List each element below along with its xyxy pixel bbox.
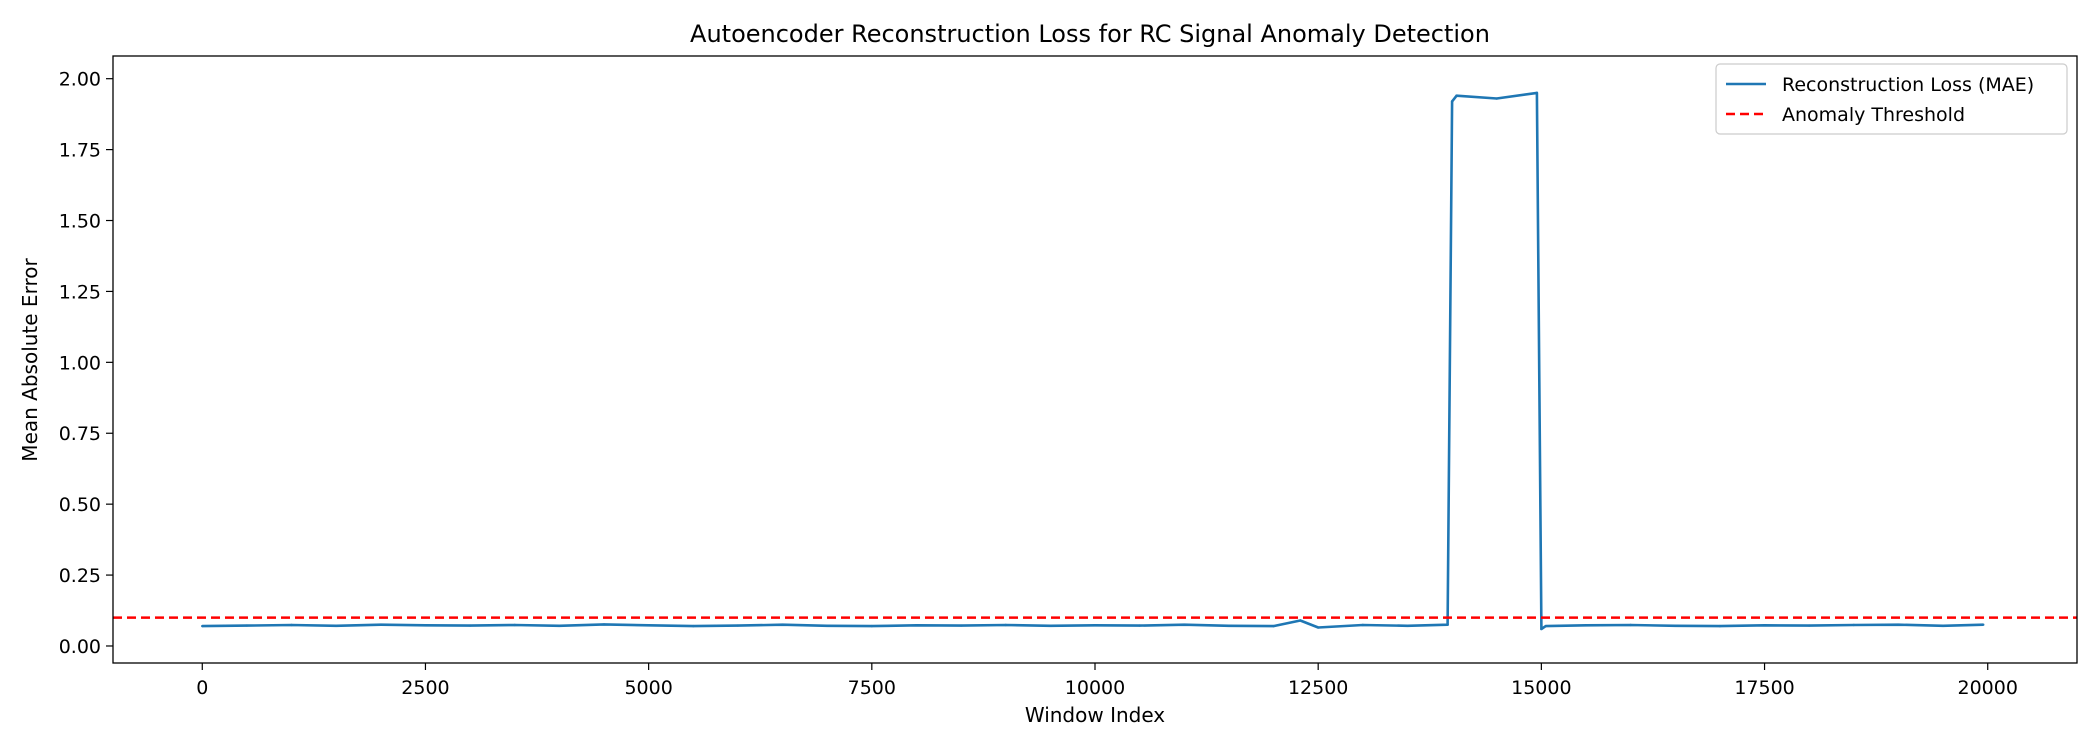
data-point [870,624,874,628]
data-point [1852,623,1856,627]
legend: Reconstruction Loss (MAE) Anomaly Thresho… [1715,63,2068,135]
x-tick-label: 10000 [1065,677,1125,699]
x-tick-label: 12500 [1288,677,1348,699]
x-tick-label: 5000 [624,677,672,699]
x-axis-label: Window Index [1025,703,1165,727]
x-tick-label: 20000 [1958,677,2018,699]
y-tick-label: 2.00 [59,69,101,91]
data-point [1807,624,1811,627]
data-point [1544,624,1548,628]
data-point [1982,623,1985,626]
axis-ticks: 0 2500 5000 7500 10000 12500 15000 17500 20000 0.… [59,69,2018,699]
data-point [1299,619,1302,622]
data-point [1674,624,1677,628]
legend-label: Reconstruction Loss (MAE) [1782,74,2034,96]
data-point [1272,624,1275,628]
data-point [1316,626,1320,629]
x-tick-label: 0 [196,677,208,699]
data-point [1406,624,1409,628]
data-point [602,623,606,626]
x-tick-label: 15000 [1511,677,1571,699]
series-line-reconstruction-loss [202,91,1984,631]
data-point [825,624,829,628]
data-point [1897,623,1900,626]
data-point [915,624,918,627]
data-point [1584,624,1588,627]
data-point [647,624,650,627]
data-point [1450,100,1454,103]
data-point [692,624,695,628]
data-point [1629,623,1632,627]
x-tick-label: 2500 [401,677,449,699]
data-point [1183,623,1186,626]
data-point [1361,623,1365,627]
data-point [1227,624,1231,628]
data-point [959,624,963,627]
data-point [1093,624,1097,627]
data-point [334,624,338,628]
legend-label: Anomaly Threshold [1782,104,1965,126]
data-point [736,624,740,627]
series-layer [113,91,2077,631]
data-point [1138,624,1141,627]
legend-box [1715,63,2068,135]
data-point [201,624,204,628]
y-tick-label: 0.50 [59,494,101,516]
data-point [1763,624,1766,627]
y-tick-label: 0.75 [59,423,101,445]
data-point [245,624,249,627]
chart-title: Autoencoder Reconstruction Loss for RC S… [690,20,1490,48]
data-point [1446,623,1449,626]
data-point [558,624,561,628]
y-tick-label: 1.75 [59,140,101,162]
data-point [781,623,784,626]
y-tick-label: 0.25 [59,565,101,587]
data-point [513,623,516,627]
y-tick-label: 1.00 [59,352,101,374]
data-point [1049,624,1052,628]
y-axis-label: Mean Absolute Error [18,258,42,462]
x-tick-label: 17500 [1734,677,1794,699]
y-tick-label: 1.25 [59,281,101,303]
data-point [424,624,427,627]
data-point [1495,97,1498,100]
data-point [379,623,383,626]
data-point [468,624,472,627]
data-point [1718,624,1722,628]
data-point [290,623,293,627]
y-tick-label: 0.00 [59,636,101,658]
x-tick-label: 7500 [848,677,896,699]
data-point [1455,94,1458,97]
plot-frame [112,55,2078,664]
plot-area [113,56,2077,663]
data-point [1540,627,1543,631]
y-tick-label: 1.50 [59,211,101,233]
data-point [1941,624,1945,628]
data-point [1004,623,1007,627]
data-point [1535,91,1539,95]
